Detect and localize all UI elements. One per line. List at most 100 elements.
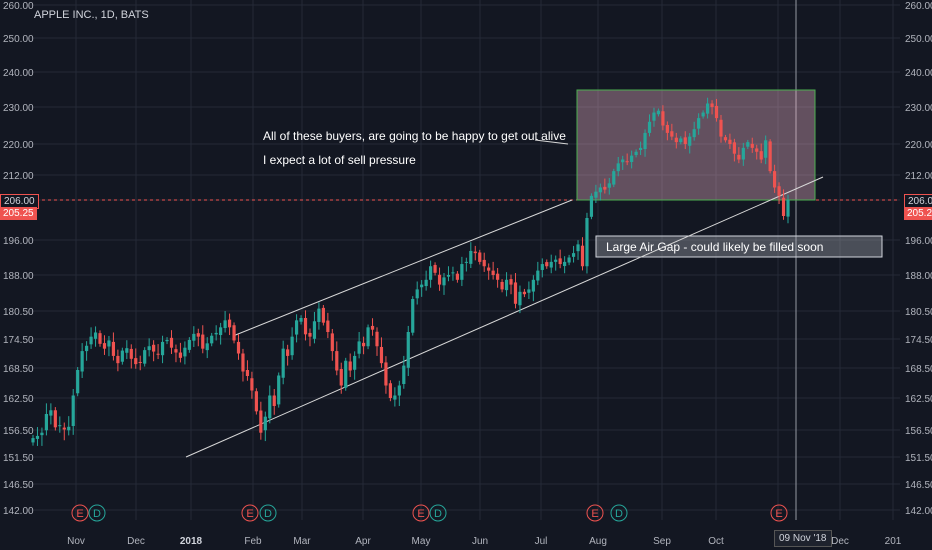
y-tick-label-right: 212.00 — [905, 171, 932, 182]
candle-body — [518, 291, 522, 306]
annotation-air-gap[interactable]: Large Air Gap - could likely be filled s… — [606, 240, 824, 254]
axes: 260.00 260.00 250.00 250.00 240.00 240.00 230.… — [3, 1, 932, 547]
candle-body — [344, 360, 348, 388]
candle-body — [531, 279, 535, 292]
candle-body — [442, 277, 446, 286]
candle-body — [317, 308, 321, 322]
candle-body — [768, 141, 772, 172]
candle-body — [245, 370, 250, 376]
candle-body — [85, 345, 89, 352]
candle-body — [143, 350, 147, 364]
candle-body — [437, 274, 442, 285]
candle-body — [781, 197, 786, 216]
candle-body — [330, 333, 334, 352]
candle-body — [286, 349, 290, 356]
y-tick-label-right: 196.00 — [905, 236, 932, 247]
candle-body — [585, 218, 589, 267]
candle-body — [353, 355, 357, 370]
candle-body — [348, 361, 352, 371]
event-marker-label: E — [76, 508, 83, 520]
earnings-marker — [770, 504, 788, 522]
candle-body — [545, 262, 549, 267]
candle-body — [598, 187, 602, 193]
candle-body — [35, 435, 40, 439]
candle-body — [451, 272, 455, 274]
candle-body — [500, 281, 504, 290]
event-marker-label: E — [417, 508, 424, 520]
candle-body — [321, 307, 325, 323]
candle-body — [152, 344, 156, 352]
x-tick-label: Jun — [472, 536, 488, 547]
y-tick-label-right: 180.50 — [905, 307, 932, 318]
candle-body — [750, 143, 754, 148]
dividend-marker — [88, 504, 106, 522]
candle-body — [303, 318, 308, 335]
last-price-tag-left: 205.25 — [0, 207, 37, 220]
candle-body — [580, 245, 585, 267]
candles — [31, 97, 790, 446]
candle-body — [205, 343, 209, 351]
dividend-marker — [259, 504, 277, 522]
trend-channel[interactable] — [185, 139, 824, 458]
candle-body — [370, 325, 375, 330]
candle-body — [679, 138, 683, 143]
air-gap-box — [595, 235, 883, 258]
channel-lower-line — [185, 176, 824, 458]
candle-body — [764, 140, 768, 158]
y-tick-label-right: 188.00 — [905, 271, 932, 282]
candle-body — [688, 136, 692, 146]
candle-body — [652, 112, 656, 121]
candle-body — [683, 137, 687, 144]
candle-body — [661, 111, 665, 126]
candle-body — [576, 244, 580, 252]
annotation-sell-pressure[interactable]: I expect a lot of sell pressure — [263, 153, 416, 167]
crosshair-date-label: 09 Nov '18 — [774, 530, 832, 547]
candle-body — [147, 346, 151, 351]
candle-body — [634, 151, 638, 156]
y-tick-label-left: 146.50 — [3, 480, 34, 491]
candle-body — [571, 253, 576, 257]
x-tick-label: Nov — [67, 536, 85, 547]
x-tick-label: 2018 — [180, 536, 203, 547]
candle-body — [31, 438, 35, 443]
candle-body — [210, 335, 214, 344]
y-tick-label-left: 188.00 — [3, 271, 34, 282]
candle-body — [384, 362, 388, 386]
candle-body — [607, 183, 611, 188]
candle-body — [643, 132, 647, 150]
candle-body — [554, 259, 558, 262]
earnings-marker — [71, 504, 89, 522]
x-tick-label: Mar — [293, 536, 311, 547]
earnings-marker — [412, 504, 430, 522]
candle-body — [263, 416, 267, 431]
y-tick-label-right: 168.50 — [905, 364, 932, 375]
candle-body — [446, 275, 451, 277]
earnings-marker — [241, 504, 259, 522]
candle-body — [638, 147, 643, 151]
event-marker-label: E — [591, 508, 598, 520]
y-tick-label-left: 174.50 — [3, 335, 34, 346]
range-box[interactable] — [576, 89, 883, 258]
x-tick-label: 201 — [885, 536, 902, 547]
candle-body — [433, 264, 437, 273]
event-marker-label: E — [246, 508, 253, 520]
candle-body — [49, 410, 53, 416]
candle-body — [281, 348, 285, 378]
candle-body — [165, 339, 169, 342]
candle-body — [402, 365, 406, 384]
y-tick-label-right: 174.50 — [905, 335, 932, 346]
x-tick-label: May — [412, 536, 431, 547]
candle-body — [375, 331, 379, 347]
candle-body — [513, 282, 518, 304]
candle-body — [366, 327, 370, 347]
candle-body — [759, 151, 763, 160]
y-tick-label-right: 162.50 — [905, 394, 932, 405]
y-tick-label-right: 250.00 — [905, 34, 932, 45]
candle-body — [697, 118, 701, 129]
candle-body — [746, 142, 750, 147]
annotation-buyers[interactable]: All of these buyers, are going to be hap… — [263, 129, 566, 143]
y-tick-label-right: 220.00 — [905, 140, 932, 151]
candle-body — [710, 103, 714, 107]
